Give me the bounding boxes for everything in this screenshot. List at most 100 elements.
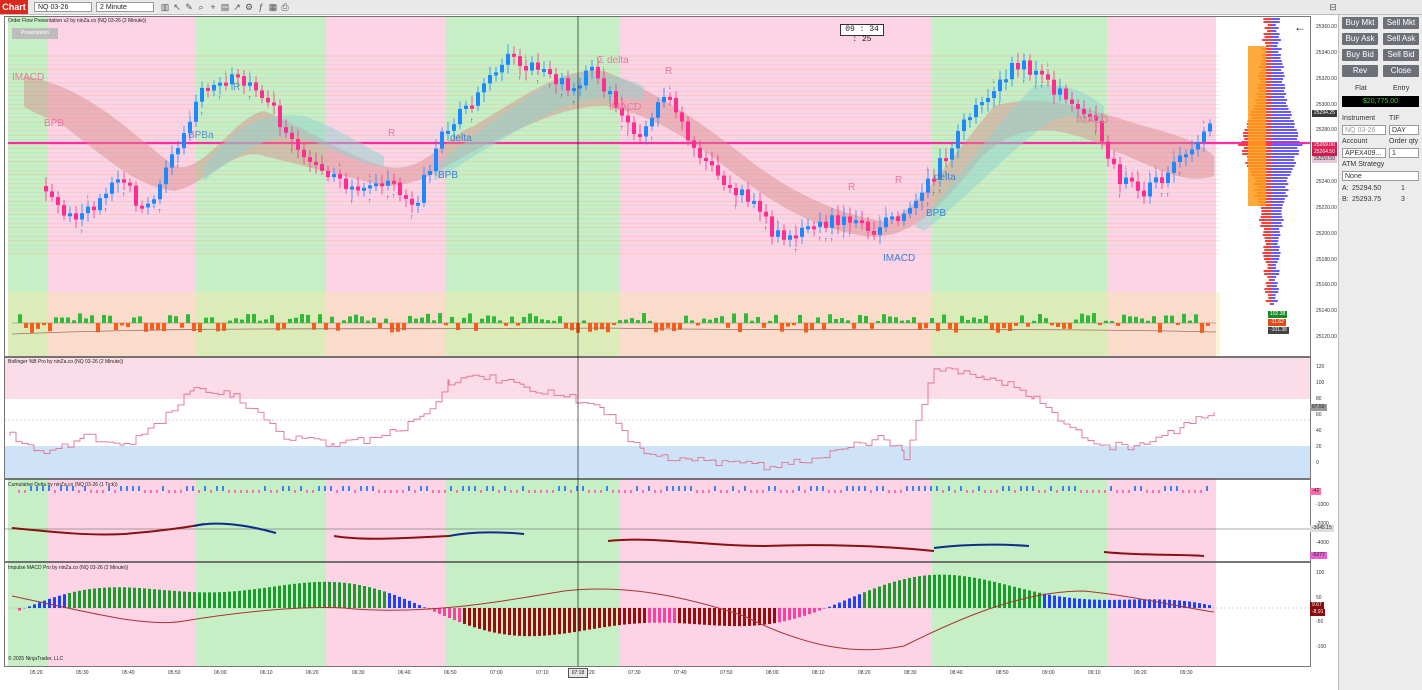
- delta-tick: [1008, 486, 1010, 491]
- candle-body: [80, 213, 84, 220]
- instrument-field[interactable]: NQ 03-26: [1342, 125, 1386, 135]
- indicators-icon[interactable]: ƒ: [258, 2, 264, 12]
- candle-body: [590, 66, 594, 71]
- candle-body: [824, 221, 828, 228]
- macd-histogram-bar: [143, 588, 146, 608]
- macd-histogram-bar: [743, 608, 746, 627]
- crosshair-icon[interactable]: +: [210, 2, 216, 12]
- macd-histogram-bar: [958, 575, 961, 608]
- macd-histogram-bar: [583, 608, 586, 631]
- sell-mkt-button[interactable]: Sell Mkt: [1383, 17, 1419, 29]
- candle-body: [992, 91, 996, 99]
- delta-tick: [318, 486, 320, 491]
- sell-bid-button[interactable]: Sell Bid: [1383, 49, 1419, 61]
- time-tick-label: 07:40: [674, 670, 687, 676]
- back-arrow-icon[interactable]: ←: [1294, 20, 1306, 34]
- presentation-button[interactable]: Presentation: [12, 28, 58, 39]
- account-select[interactable]: APEX409...: [1342, 148, 1386, 158]
- buy-arrow-icon: ↑: [104, 207, 108, 214]
- macd-histogram-bar: [1018, 588, 1021, 608]
- profile-bar: [1272, 51, 1279, 53]
- delta-tick: [438, 490, 440, 493]
- volume-bar: [1038, 314, 1042, 323]
- macd-histogram-bar: [568, 608, 571, 633]
- volume-bar: [984, 315, 988, 323]
- volume-bar: [786, 323, 790, 327]
- profile-bar: [1272, 246, 1280, 248]
- macd-histogram-bar: [538, 608, 541, 636]
- profile-bar: [1268, 294, 1272, 296]
- candle-body: [896, 216, 900, 222]
- buy-bid-button[interactable]: Buy Bid: [1342, 49, 1378, 61]
- macd-tag-1: 9.67: [1310, 602, 1324, 609]
- tif-select[interactable]: DAY: [1389, 125, 1419, 135]
- profile-bar: [1263, 255, 1272, 257]
- close-button[interactable]: Close: [1383, 65, 1419, 77]
- profile-bar: [1267, 30, 1272, 32]
- volume-bar: [1194, 314, 1198, 323]
- candle-body: [266, 97, 270, 103]
- time-tick-label: 08:40: [950, 670, 963, 676]
- macd-histogram-bar: [43, 600, 46, 608]
- sell-arrow-icon: ↓: [716, 152, 720, 159]
- zoom-icon[interactable]: ⌕: [198, 2, 204, 12]
- price-tick-label: 25220.00: [1316, 204, 1337, 211]
- profile-bar: [1261, 48, 1272, 50]
- buy-ask-button[interactable]: Buy Ask: [1342, 33, 1378, 45]
- macd-histogram-bar: [923, 575, 926, 608]
- properties-icon[interactable]: ▤: [220, 2, 230, 12]
- session-zone: [445, 16, 620, 666]
- instrument-selector[interactable]: NQ 03-26: [34, 2, 92, 12]
- buy-mkt-button[interactable]: Buy Mkt: [1342, 17, 1378, 29]
- macd-histogram-bar: [153, 589, 156, 608]
- profile-bar: [1272, 231, 1280, 233]
- sell-arrow-icon: ↓: [926, 166, 930, 173]
- volume-bar: [372, 317, 376, 323]
- macd-histogram-bar: [1028, 590, 1031, 608]
- macd-histogram-bar: [308, 582, 311, 608]
- macd-histogram-bar: [533, 608, 536, 637]
- chart-tab[interactable]: Chart: [0, 0, 28, 14]
- delta-tick: [306, 490, 308, 493]
- chart-canvas[interactable]: ↑↓↑↑↑↑↓ ↑↑↓↑↓↓↑↓↑ ↑↓↑↓↑↑↑↑↓↑↑↑↑↓↓↑↓↑↑↓↓↑↑↓…: [4, 16, 1338, 688]
- macd-histogram-bar: [468, 608, 471, 626]
- cursor-icon[interactable]: ↖: [173, 2, 181, 12]
- volume-bar: [378, 323, 382, 329]
- macd-histogram-bar: [1053, 595, 1056, 608]
- cumdelta-line: [333, 535, 450, 540]
- rev-button[interactable]: Rev: [1342, 65, 1378, 77]
- candle-body: [506, 53, 510, 65]
- volume-bar: [342, 320, 346, 323]
- pencil-icon[interactable]: ✎: [185, 2, 193, 12]
- macd-histogram-bar: [703, 608, 706, 625]
- bar-type-icon[interactable]: ▥: [160, 2, 170, 12]
- profile-bar: [1261, 69, 1272, 71]
- delta-tick: [1068, 486, 1070, 491]
- buy-arrow-icon: ↑: [200, 111, 204, 118]
- macd-histogram-bar: [128, 587, 131, 608]
- profile-bar: [1272, 42, 1279, 44]
- strategies-icon[interactable]: ⚙: [244, 2, 254, 12]
- profile-bar: [1272, 93, 1287, 95]
- bullish-cloud: [914, 84, 1104, 232]
- export-icon[interactable]: ⎙: [281, 2, 289, 12]
- candle-body: [1202, 131, 1206, 143]
- templates-icon[interactable]: ▦: [268, 2, 278, 12]
- window-options-icon[interactable]: ⊟: [1329, 2, 1337, 12]
- time-tick-label: 09:30: [1180, 670, 1193, 676]
- profile-bar: [1272, 162, 1296, 164]
- macd-histogram-bar: [288, 584, 291, 608]
- interval-selector[interactable]: 2 Minute: [96, 2, 154, 12]
- trend-icon[interactable]: ↗: [233, 2, 241, 12]
- profile-bar: [1272, 255, 1280, 257]
- delta-tick: [1086, 490, 1088, 493]
- profile-bar: [1272, 54, 1281, 56]
- sell-ask-button[interactable]: Sell Ask: [1383, 33, 1419, 45]
- atm-strategy-select[interactable]: None: [1342, 171, 1419, 181]
- delta-tick: [1188, 490, 1190, 493]
- candle-body: [380, 183, 384, 187]
- order-qty-stepper[interactable]: 1: [1389, 148, 1419, 158]
- macd-histogram-bar: [1178, 600, 1181, 608]
- delta-tick: [264, 486, 266, 491]
- candle-body: [1154, 177, 1158, 183]
